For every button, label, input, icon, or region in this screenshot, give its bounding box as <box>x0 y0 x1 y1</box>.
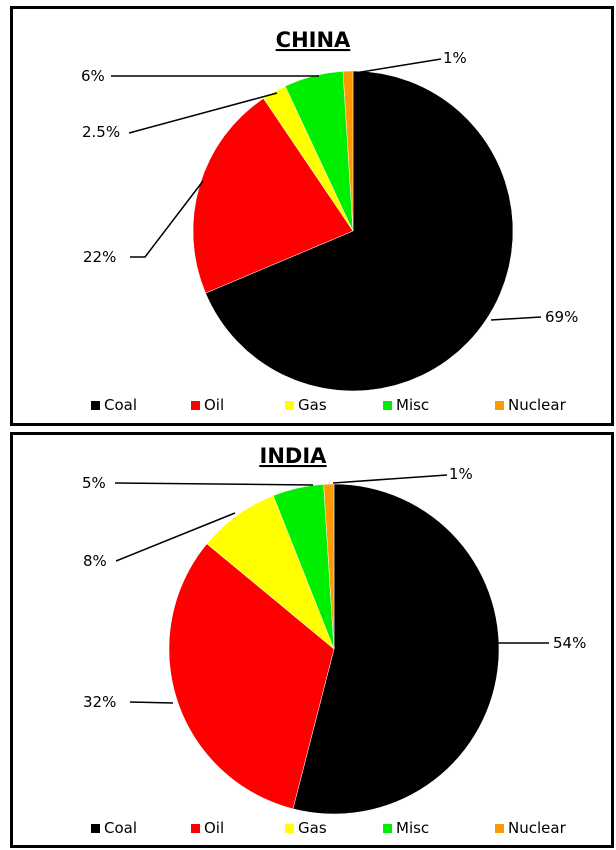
india-legend-swatch-nuclear <box>495 824 504 833</box>
india-chart-title: INDIA <box>260 444 328 468</box>
china-pie-chart: CHINA 69% 22% 2.5% 6% 1% Coal Oil Gas Misc Nuclear <box>81 28 578 414</box>
india-legend-swatch-coal <box>91 824 100 833</box>
china-slice-coal <box>205 70 514 392</box>
china-data-label-misc: 6% <box>81 67 105 85</box>
india-leader-line-oil <box>129 701 174 704</box>
india-legend-swatch-oil <box>191 824 200 833</box>
india-legend-swatch-gas <box>285 824 294 833</box>
india-data-label-misc: 5% <box>82 474 106 492</box>
china-data-label-nuclear: 1% <box>443 49 467 67</box>
china-legend-swatch-oil <box>191 401 200 410</box>
china-chart-title: CHINA <box>276 28 351 52</box>
india-legend-label-coal: Coal <box>104 819 137 837</box>
india-slice-nuclear <box>323 483 335 650</box>
india-legend-label-oil: Oil <box>204 819 224 837</box>
india-slice-coal <box>292 483 500 815</box>
india-data-label-nuclear: 1% <box>449 465 473 483</box>
china-legend-label-misc: Misc <box>396 396 429 414</box>
china-legend-swatch-coal <box>91 401 100 410</box>
india-slice-oil <box>168 543 335 810</box>
china-leader-line-coal <box>490 316 542 321</box>
china-leader-line-nuclear <box>354 58 442 74</box>
india-data-label-oil: 32% <box>83 693 116 711</box>
china-legend-swatch-gas <box>285 401 294 410</box>
india-legend-label-nuclear: Nuclear <box>508 819 567 837</box>
india-leader-line-misc <box>114 482 314 486</box>
china-chart-panel: CHINA 69% 22% 2.5% 6% 1% Coal Oil Gas Misc Nuclear <box>10 6 614 426</box>
india-chart-panel: INDIA 54% 32% 8% 5% 1% Coal Oil Gas Misc Nuclear <box>10 432 614 848</box>
china-leader-line-gas <box>128 92 278 134</box>
china-data-label-gas: 2.5% <box>82 123 120 141</box>
india-pie-chart: INDIA 54% 32% 8% 5% 1% Coal Oil Gas Misc Nuclear <box>82 444 586 837</box>
china-legend-swatch-nuclear <box>495 401 504 410</box>
china-data-label-coal: 69% <box>545 308 578 326</box>
india-data-label-coal: 54% <box>553 634 586 652</box>
china-legend-label-gas: Gas <box>298 396 327 414</box>
china-legend-swatch-misc <box>383 401 392 410</box>
china-slice-nuclear <box>342 70 354 232</box>
india-data-label-gas: 8% <box>83 552 107 570</box>
india-legend-label-misc: Misc <box>396 819 429 837</box>
china-legend-label-nuclear: Nuclear <box>508 396 567 414</box>
india-leader-line-gas <box>115 512 236 562</box>
china-data-label-oil: 22% <box>83 248 116 266</box>
india-leader-line-nuclear <box>332 474 448 484</box>
china-legend-label-coal: Coal <box>104 396 137 414</box>
china-leader-line-oil <box>130 180 204 258</box>
india-legend-label-gas: Gas <box>298 819 327 837</box>
india-legend-swatch-misc <box>383 824 392 833</box>
china-legend-label-oil: Oil <box>204 396 224 414</box>
